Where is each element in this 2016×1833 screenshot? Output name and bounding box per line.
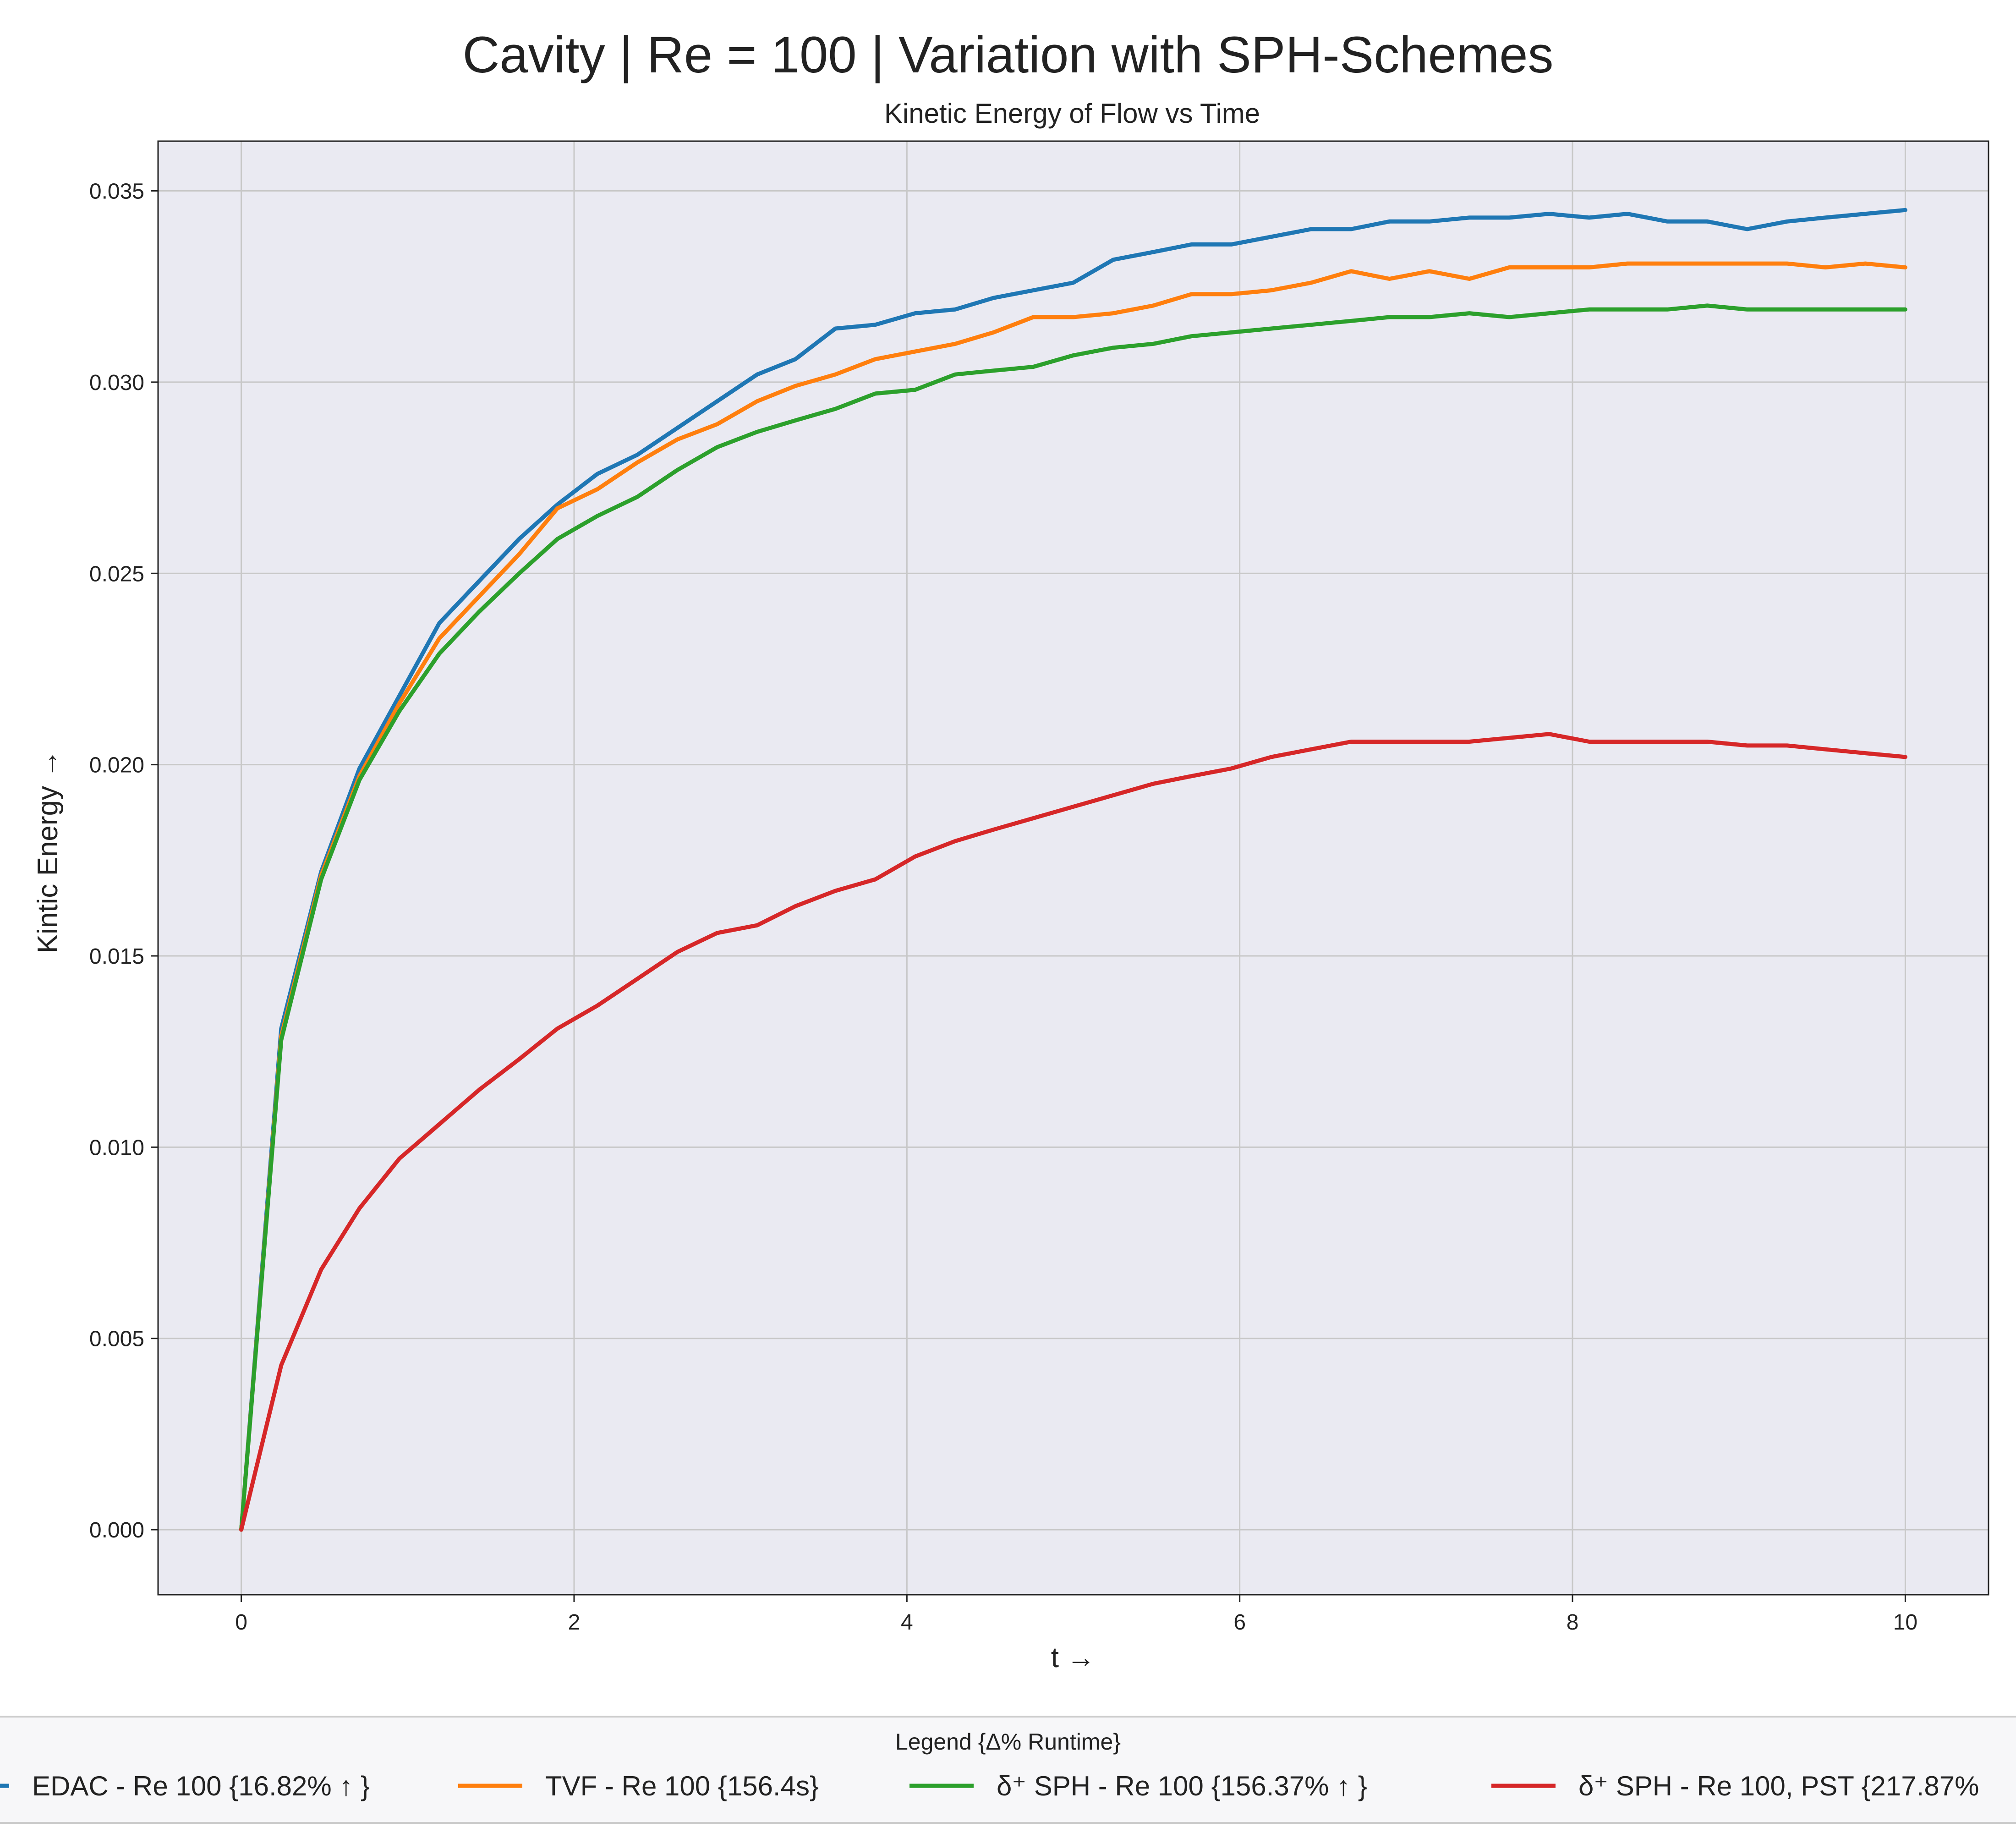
legend-entry-2: TVF - Re 100 {156.4s} bbox=[458, 1771, 819, 1801]
y-axis-label: Kintic Energy → bbox=[32, 750, 64, 954]
legend-label: TVF - Re 100 {156.4s} bbox=[545, 1771, 819, 1801]
legend-label: EDAC - Re 100 {16.82% ↑ } bbox=[32, 1771, 370, 1801]
x-axis-label: t → bbox=[1051, 1642, 1095, 1674]
series-line-1 bbox=[239, 208, 1907, 1532]
x-tick-label: 0 bbox=[235, 1610, 247, 1635]
plot-frame bbox=[157, 140, 1989, 1596]
legend-entry-1: EDAC - Re 100 {16.82% ↑ } bbox=[0, 1771, 370, 1801]
series-line-3 bbox=[239, 303, 1907, 1532]
chart-title: Cavity | Re = 100 | Variation with SPH-S… bbox=[462, 26, 1553, 83]
legend-label: δ⁺ SPH - Re 100 {156.37% ↑ } bbox=[997, 1771, 1367, 1801]
legend-label: δ⁺ SPH - Re 100, PST {217.87% bbox=[1578, 1771, 1979, 1801]
y-tick-label: 0.000 bbox=[89, 1518, 144, 1542]
legend-entry-3: δ⁺ SPH - Re 100 {156.37% ↑ } bbox=[909, 1771, 1367, 1801]
y-tick-label: 0.015 bbox=[89, 944, 144, 969]
series-line-4 bbox=[239, 732, 1907, 1532]
grid-lines bbox=[158, 141, 1989, 1595]
series-line-2 bbox=[239, 261, 1907, 1532]
legend: Legend {Δ% Runtime} EDAC - Re 100 {16.82… bbox=[0, 1716, 2016, 1824]
y-tick-label: 0.020 bbox=[89, 753, 144, 778]
legend-box bbox=[0, 1716, 2016, 1824]
y-tick-label: 0.005 bbox=[89, 1327, 144, 1351]
x-tick-label: 2 bbox=[568, 1610, 581, 1635]
plot-area bbox=[158, 141, 1989, 1595]
chart-subtitle: Kinetic Energy of Flow vs Time bbox=[884, 98, 1260, 129]
legend-title: Legend {Δ% Runtime} bbox=[895, 1729, 1121, 1755]
y-tick-label: 0.035 bbox=[89, 180, 144, 204]
axis-ticks: 0 2 4 6 8 10 0.000 0.005 0.010 0.015 0.020 0.025 0.0… bbox=[89, 180, 1917, 1635]
x-tick-label: 10 bbox=[1893, 1610, 1917, 1635]
x-tick-label: 6 bbox=[1233, 1610, 1246, 1635]
legend-entry-4: δ⁺ SPH - Re 100, PST {217.87% bbox=[1491, 1771, 1979, 1801]
y-tick-label: 0.025 bbox=[89, 562, 144, 586]
legend-items: EDAC - Re 100 {16.82% ↑ } TVF - Re 100 {1… bbox=[0, 1771, 1979, 1801]
series-lines bbox=[239, 208, 1907, 1532]
y-tick-label: 0.030 bbox=[89, 371, 144, 395]
x-tick-label: 4 bbox=[901, 1610, 913, 1635]
y-tick-label: 0.010 bbox=[89, 1136, 144, 1160]
x-tick-label: 8 bbox=[1567, 1610, 1579, 1635]
